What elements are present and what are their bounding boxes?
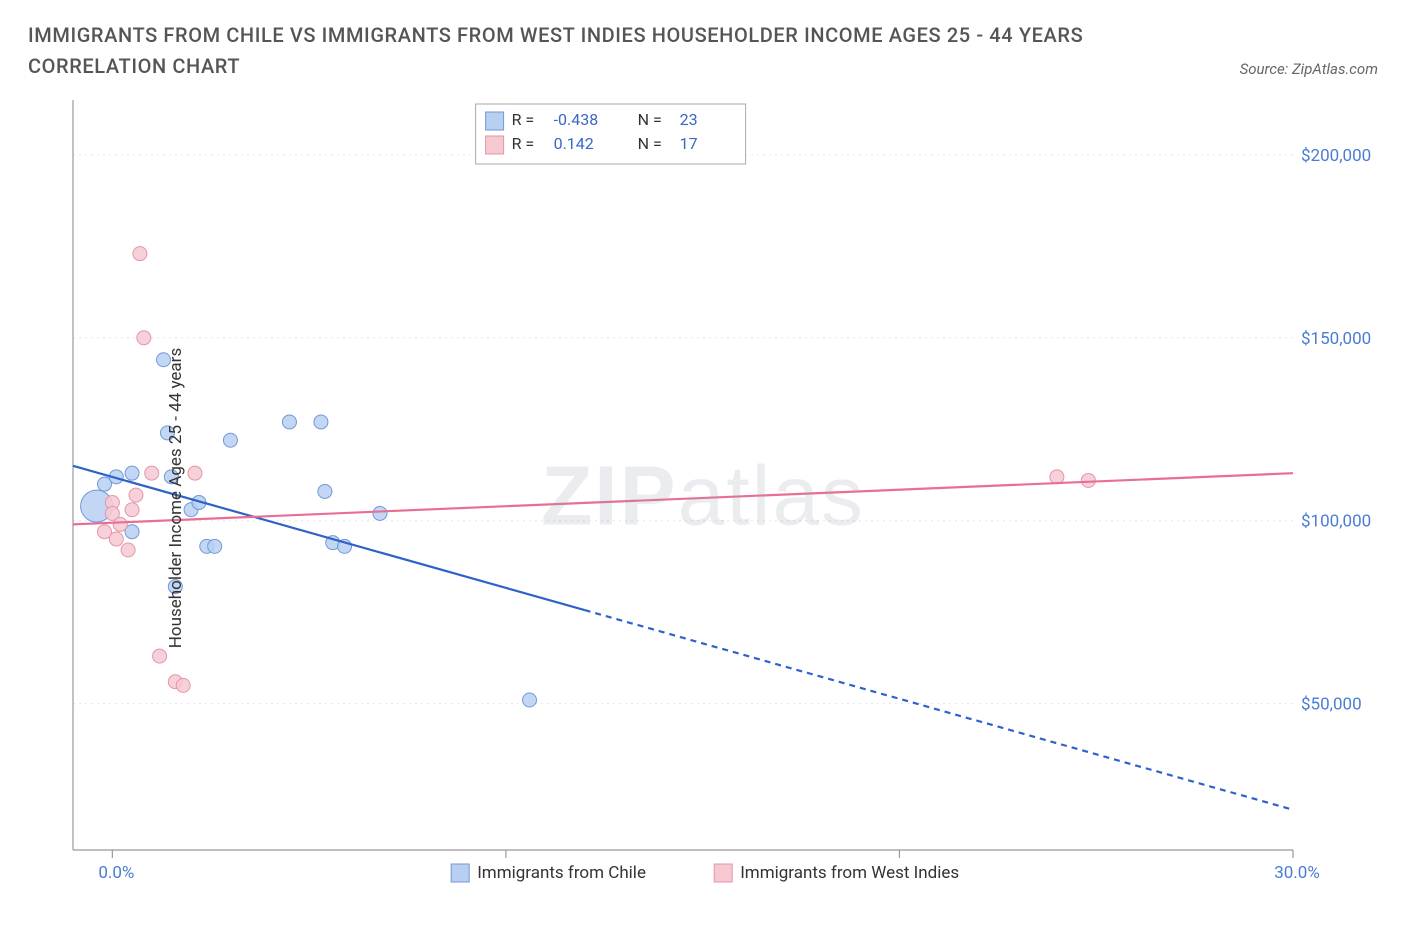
legend-swatch-west_indies [714, 864, 732, 882]
plot-frame: Householder Income Ages 25 - 44 years ZI… [28, 88, 1378, 908]
corr-r-key-chile: R = [512, 110, 535, 129]
data-point-chile [125, 466, 139, 480]
x-tick-label: 0.0% [98, 863, 134, 883]
data-point-chile [318, 484, 332, 498]
y-tick-label: $100,000 [1301, 512, 1371, 532]
corr-n-key-west_indies: N = [638, 134, 662, 153]
scatter-plot: $50,000 $100,000 $150,000 $200,000 0.0% 30.0%… [28, 88, 1378, 908]
data-point-west_indies [145, 466, 159, 480]
corr-r-val-chile: -0.438 [554, 110, 599, 129]
header-row: IMMIGRANTS FROM CHILE VS IMMIGRANTS FROM… [28, 20, 1378, 82]
source-attribution: Source: ZipAtlas.com [1240, 60, 1378, 82]
y-tick-label: $50,000 [1301, 695, 1362, 715]
data-point-west_indies [109, 532, 123, 546]
trendline-chile-dash [585, 610, 1293, 810]
trendline-west_indies [73, 473, 1293, 524]
data-point-chile [523, 693, 537, 707]
data-point-west_indies [137, 331, 151, 345]
data-point-west_indies [129, 488, 143, 502]
data-point-chile [282, 415, 296, 429]
y-axis-label: Householder Income Ages 25 - 44 years [166, 348, 186, 648]
data-point-west_indies [133, 247, 147, 261]
y-tick-label: $200,000 [1301, 146, 1371, 166]
data-point-chile [314, 415, 328, 429]
data-point-chile [373, 506, 387, 520]
corr-n-val-west_indies: 17 [680, 134, 698, 153]
data-point-west_indies [176, 678, 190, 692]
data-point-chile [223, 433, 237, 447]
data-point-west_indies [1050, 470, 1064, 484]
data-point-west_indies [121, 543, 135, 557]
corr-swatch-chile [486, 112, 504, 130]
data-point-west_indies [153, 649, 167, 663]
data-point-west_indies [188, 466, 202, 480]
legend-label-west_indies: Immigrants from West Indies [740, 863, 959, 883]
corr-r-key-west_indies: R = [512, 134, 535, 153]
corr-n-val-chile: 23 [680, 110, 698, 129]
legend-label-chile: Immigrants from Chile [477, 863, 646, 883]
corr-r-val-west_indies: 0.142 [554, 134, 594, 153]
data-point-west_indies [113, 517, 127, 531]
y-tick-label: $150,000 [1301, 329, 1371, 349]
chart-title: IMMIGRANTS FROM CHILE VS IMMIGRANTS FROM… [28, 20, 1148, 82]
data-point-chile [208, 539, 222, 553]
corr-swatch-west_indies [486, 136, 504, 154]
corr-n-key-chile: N = [638, 110, 662, 129]
x-tick-label: 30.0% [1274, 863, 1320, 883]
data-point-west_indies [125, 503, 139, 517]
legend-swatch-chile [451, 864, 469, 882]
